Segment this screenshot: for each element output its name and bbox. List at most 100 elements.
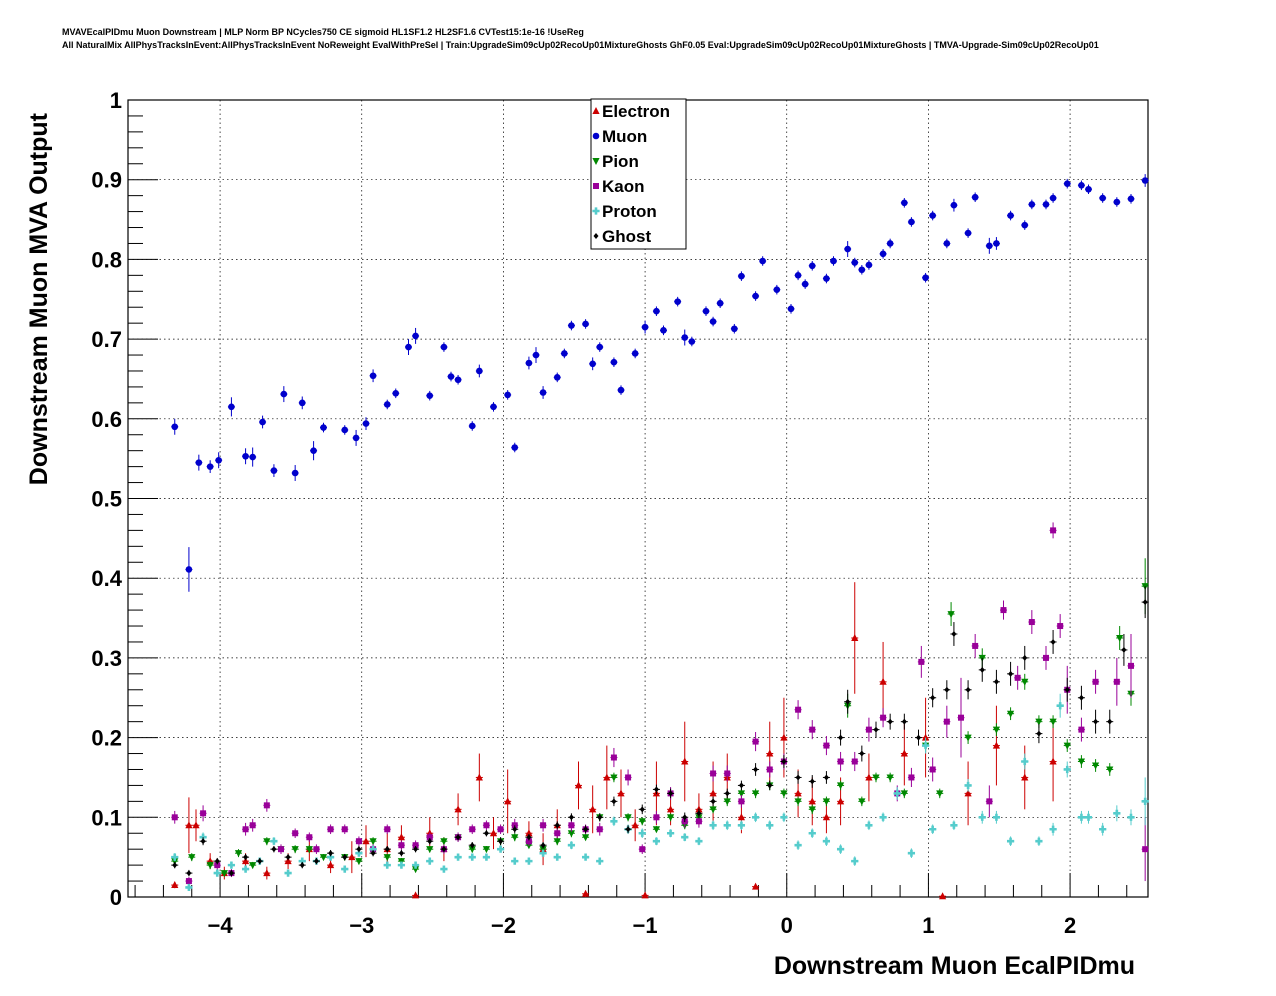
data-point [327,826,334,833]
data-point [681,334,689,341]
data-point [1000,607,1007,614]
data-point [298,399,306,407]
data-point [723,798,731,806]
data-point [539,849,547,857]
data-point [341,426,349,434]
data-point [525,838,532,845]
data-point [752,292,759,300]
data-point [652,837,661,845]
data-point [596,826,603,833]
data-point [263,802,270,809]
data-point [483,830,489,837]
data-point [567,830,576,838]
data-point [971,193,979,201]
data-point [242,452,249,460]
data-point [738,782,744,789]
data-point [1049,194,1057,202]
data-point [469,842,475,849]
data-point [1141,177,1149,184]
data-point [263,869,271,877]
data-point [809,778,815,785]
data-point [171,853,179,861]
data-point [922,274,929,282]
data-point [589,805,597,813]
data-point [1099,825,1107,833]
data-point [553,838,561,846]
data-point [249,822,256,829]
data-point [172,862,178,869]
data-point [929,212,936,219]
data-point [986,798,993,805]
data-point [808,829,816,837]
data-point [851,633,859,641]
data-point [291,846,299,854]
data-point [639,806,645,813]
data-point [1050,638,1056,645]
data-point [539,389,547,396]
data-point [947,611,955,619]
y-tick-label: 0.5 [91,487,122,512]
data-point [498,838,504,845]
data-point [285,854,291,861]
data-point [234,850,243,858]
data-point [504,391,511,399]
data-point [597,814,603,821]
data-point [610,817,618,825]
data-point [441,846,447,853]
data-point [625,774,632,781]
data-point [482,846,491,854]
data-point [653,307,660,315]
data-point [1006,710,1015,718]
data-point [310,447,317,454]
data-point [851,758,858,765]
data-point [356,846,362,853]
data-point [271,846,277,853]
data-point [808,806,816,814]
y-tick-label: 0.1 [91,805,122,830]
data-point [589,360,596,368]
data-point [496,845,505,853]
data-point [171,814,178,821]
x-tick-label: 1 [922,913,934,938]
data-point [753,766,759,773]
data-point [1121,646,1127,653]
data-point [950,821,958,829]
data-point [631,821,639,829]
y-tick-label: 1 [110,88,122,113]
data-point [468,846,476,854]
x-tick-label: 2 [1064,913,1076,938]
data-point [1064,686,1070,693]
data-point [695,818,702,825]
data-point [681,757,689,765]
x-tick-label: −4 [208,913,234,938]
data-point [320,424,327,431]
data-point [299,862,305,869]
data-point [574,781,583,789]
data-point [596,857,604,865]
data-point [930,694,936,701]
data-point [384,846,390,853]
data-point [836,797,845,805]
data-point [696,810,702,817]
data-point [710,770,717,777]
data-point [468,422,476,430]
data-point [596,343,604,351]
data-point [440,343,448,351]
x-tick-label: −3 [349,913,374,938]
data-point [859,750,865,757]
data-point [383,401,391,408]
data-point [342,854,348,861]
data-point [504,797,512,805]
data-point [653,786,659,793]
data-point [413,846,419,853]
data-point [702,307,710,315]
data-point [355,838,362,845]
data-point [858,798,866,806]
data-point [992,813,1001,821]
data-point [1021,221,1029,229]
data-point [553,853,561,861]
data-point [370,850,376,857]
data-point [751,813,760,821]
data-point [964,781,972,790]
data-point [249,862,257,870]
